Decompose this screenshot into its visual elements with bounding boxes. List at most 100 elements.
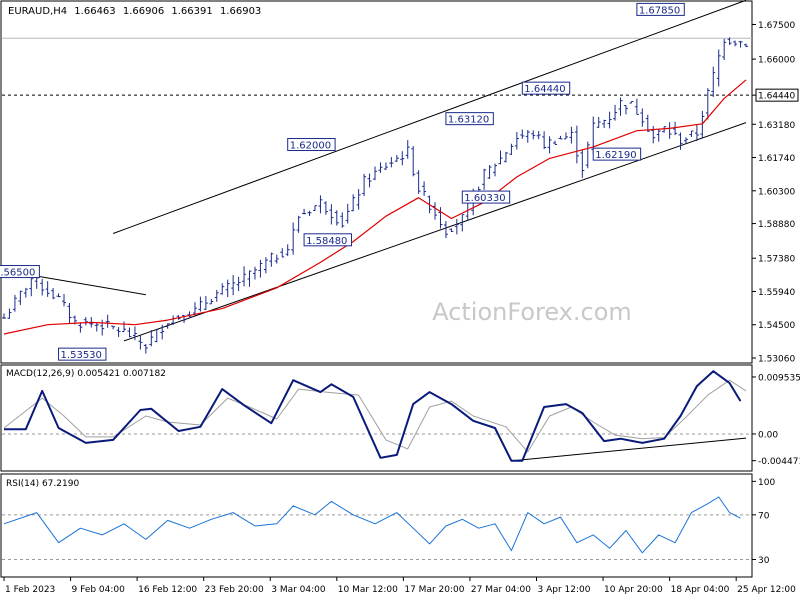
ohlc-bar <box>329 204 334 225</box>
ohlc-bar <box>563 132 568 140</box>
price-annotation-text: 1.64440 <box>524 84 565 95</box>
ohlc-bar <box>160 324 165 340</box>
price-y-tick-label: 1.58880 <box>758 220 795 230</box>
ohlc-bar <box>700 110 705 139</box>
ohlc-bar <box>651 125 656 144</box>
ohlc-bar <box>258 259 263 278</box>
ohlc-bar <box>449 228 454 233</box>
ohlc-bar <box>18 290 23 306</box>
ohlc-bar <box>94 322 99 332</box>
ohlc-bar <box>716 49 721 87</box>
ohlc-bar <box>214 289 219 302</box>
ohlc-bar <box>351 194 356 212</box>
ohlc-bar <box>383 162 388 171</box>
header-close: 1.66903 <box>220 6 261 17</box>
price-annotation-box <box>58 347 107 361</box>
ohlc-bar <box>312 205 317 211</box>
ohlc-bar <box>2 313 6 319</box>
ohlc-bar <box>744 43 748 48</box>
ohlc-bar <box>405 140 410 159</box>
price-annotation: 1.62190 <box>592 147 642 161</box>
ohlc-bar <box>645 114 650 132</box>
ohlc-bar <box>678 132 683 150</box>
ohlc-bar <box>438 207 443 229</box>
price-annotation-text: 1.62000 <box>290 141 331 152</box>
x-tick-label: 9 Feb 04:00 <box>72 585 126 595</box>
price-annotation-box <box>287 138 336 152</box>
trendline-2 <box>123 122 747 342</box>
axis-layer: 1 Feb 2023 9 Feb 04:00 16 Feb 12:00 23 Feb … <box>3 577 796 595</box>
macd-layer: 0.009535 0.00 -0.004471 <box>2 370 800 467</box>
ohlc-bar <box>493 163 498 177</box>
rsi-panel-frame <box>0 473 753 578</box>
price-annotation-box <box>445 112 494 126</box>
ohlc-bars <box>2 37 748 354</box>
price-annotation: 1.56500 <box>0 265 40 279</box>
trendline-1 <box>112 0 747 234</box>
moving-average-line <box>3 79 747 335</box>
price-annotation: 1.63120 <box>445 112 494 126</box>
ohlc-bar <box>280 248 285 258</box>
price-annotation: 1.58480 <box>303 233 352 247</box>
ohlc-bar <box>149 330 154 347</box>
ohlc-bar <box>225 279 230 298</box>
header-symbol-name: EURAUD,H4 <box>8 6 67 17</box>
ohlc-bar <box>378 162 383 173</box>
ohlc-bar <box>242 266 247 287</box>
rsi-line <box>3 496 741 554</box>
ohlc-bar <box>209 299 214 305</box>
ohlc-bar <box>411 146 416 177</box>
ohlc-bar <box>542 131 547 150</box>
ohlc-bar <box>487 165 492 179</box>
price-y-tick-label: 1.57380 <box>758 255 795 265</box>
ohlc-bar <box>547 136 552 154</box>
price-annotation-text: 1.63120 <box>448 115 489 126</box>
ohlc-bar <box>482 168 487 190</box>
ohlc-bar <box>29 278 34 297</box>
ohlc-bar <box>78 322 83 333</box>
macd-signal-line <box>3 379 747 453</box>
ohlc-bar <box>640 108 645 127</box>
price-annotation-box <box>461 190 511 204</box>
price-annotation-text: 1.60330 <box>464 193 505 204</box>
ohlc-bar <box>296 215 301 233</box>
rsi-y-tick-label: 70 <box>758 511 770 521</box>
ohlc-bar <box>613 104 618 121</box>
ohlc-bar <box>154 328 159 343</box>
ohlc-bar <box>738 40 743 48</box>
ohlc-bar <box>454 218 459 235</box>
x-tick-label: 1 Feb 2023 <box>5 585 55 595</box>
ohlc-bar <box>367 173 372 188</box>
price-annotation-text: 1.58480 <box>306 236 347 247</box>
ohlc-bar <box>569 126 574 144</box>
x-tick-label: 18 Apr 04:00 <box>671 585 730 595</box>
ohlc-bar <box>689 130 694 138</box>
ohlc-bar <box>623 105 628 115</box>
price-annotation-text: 1.56500 <box>0 268 35 279</box>
x-tick-label: 27 Mar 04:00 <box>471 585 531 595</box>
ohlc-bar <box>323 201 328 215</box>
ohlc-bar <box>558 135 563 140</box>
price-y-tick-label: 1.66000 <box>758 56 795 66</box>
ohlc-bar <box>143 344 148 354</box>
price-y-tick-label: 1.55940 <box>758 288 795 298</box>
ohlc-bar <box>274 254 279 264</box>
ohlc-bar <box>422 181 427 196</box>
ohlc-bar <box>602 119 607 129</box>
price-annotation-text: 1.53530 <box>61 350 102 361</box>
ohlc-bar <box>334 210 339 226</box>
x-tick-label: 10 Apr 20:00 <box>604 585 663 595</box>
x-tick-label: 25 Apr 12:00 <box>737 585 796 595</box>
ohlc-bar <box>83 317 88 326</box>
price-y-tick-box <box>755 88 799 102</box>
ohlc-bar <box>596 116 601 128</box>
ohlc-bar <box>536 130 541 140</box>
ohlc-bar <box>673 121 678 136</box>
macd-main-line <box>4 370 742 462</box>
ohlc-bar <box>236 276 241 292</box>
ohlc-bar <box>132 326 137 341</box>
ohlc-bar <box>525 130 530 143</box>
ohlc-bar <box>683 137 688 144</box>
ohlc-bar <box>307 210 312 217</box>
